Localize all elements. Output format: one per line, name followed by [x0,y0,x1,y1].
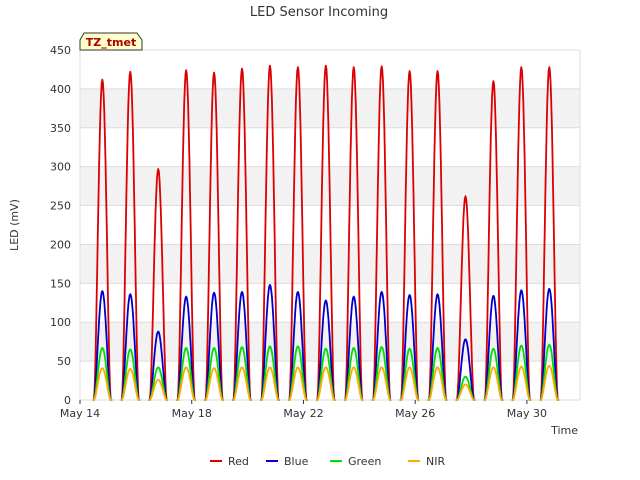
series-blue-day [204,291,224,401]
series-nir-day [399,366,420,401]
x-tick-label: May 26 [395,407,435,420]
series-red-day [399,70,420,401]
legend-label: NIR [426,455,445,468]
y-tick-label: 100 [50,316,71,329]
y-tick-label: 450 [50,44,71,57]
series-red-day [120,70,141,401]
series-nir-day [288,366,308,401]
series-nir-day [371,366,392,401]
series-green-day [539,343,560,401]
x-axis-ticks: May 14 May 18 May 22 May 26 May 30 [60,400,547,420]
site-tag-label: TZ_tmet [86,36,136,49]
series-blue-day [371,291,392,401]
series-blue-day [511,289,532,401]
y-tick-label: 300 [50,161,71,174]
series-blue-day [427,293,448,401]
series-green-day [92,347,113,401]
series-red-day [148,168,168,401]
series-green-day [260,345,280,401]
y-tick-label: 400 [50,83,71,96]
series-blue-day [120,293,141,401]
series-blue-day [455,338,476,401]
series-green-day [511,344,532,401]
series-blue-day [316,299,336,401]
series-green-day [204,347,224,401]
series-red-day [511,66,532,401]
series-green-day [371,346,392,401]
series-blue-day [539,287,560,401]
series-red-day [232,67,252,401]
y-tick-label: 200 [50,238,71,251]
x-tick-label: May 30 [507,407,547,420]
y-tick-label: 350 [50,122,71,135]
series-nir-day [483,366,504,401]
y-tick-label: 0 [64,394,71,407]
series-red-day [176,69,196,401]
series-red-day [371,65,392,401]
series-nir-day [148,378,168,401]
series-red-day [344,66,364,401]
series-red-day [483,80,504,401]
series-red-day [260,64,280,401]
series-nir-day [455,383,476,401]
series-blue-day [176,295,196,401]
legend-label: Green [348,455,381,468]
site-tag: TZ_tmet [79,32,143,51]
legend-item-blue: Blue [266,455,309,468]
series-red [92,64,560,401]
series-blue-day [399,294,420,401]
chart-title: LED Sensor Incoming [250,5,388,20]
legend-item-nir: NIR [408,455,445,468]
series-blue-day [483,294,504,401]
series-nir-day [344,366,364,401]
series-red-day [427,70,448,401]
series-red-day [288,66,308,401]
legend-label: Red [228,455,249,468]
series-nir-day [511,365,532,401]
series-blue [92,284,560,401]
series-nir [92,364,560,401]
y-axis-label: LED (mV) [8,199,21,251]
series-nir-day [427,366,448,401]
series-blue-day [148,330,168,401]
series-red-day [316,64,336,401]
legend-item-red: Red [210,455,249,468]
series-green-day [232,346,252,401]
legend: Red Blue Green NIR [210,455,445,468]
series-nir-day [120,368,141,401]
x-tick-label: May 14 [60,407,100,420]
series-nir-day [204,367,224,401]
legend-item-green: Green [330,455,381,468]
y-tick-label: 150 [50,277,71,290]
y-axis-ticks: 0 50 100 150 200 250 300 350 400 450 [50,44,71,407]
x-axis-label: Time [550,424,578,437]
series-nir-day [260,366,280,401]
series-blue-day [344,295,364,401]
series-blue-day [260,284,280,401]
x-tick-label: May 18 [172,407,212,420]
grid-band [80,88,580,128]
series-nir-day [316,366,336,401]
series-red-day [539,66,560,401]
series-nir-day [539,364,560,401]
series-layer [92,64,560,401]
legend-label: Blue [284,455,309,468]
series-nir-day [232,366,252,401]
x-tick-label: May 22 [283,407,323,420]
y-tick-label: 250 [50,200,71,213]
series-green-day [288,345,308,401]
series-red-day [455,195,476,401]
series-blue-day [288,291,308,401]
series-nir-day [176,366,196,401]
series-red-day [204,71,224,401]
series-green-day [120,348,141,401]
y-tick-label: 50 [57,355,71,368]
series-blue-day [232,291,252,401]
series-blue-day [92,290,113,401]
series-nir-day [92,367,113,401]
series-red-day [92,78,113,401]
